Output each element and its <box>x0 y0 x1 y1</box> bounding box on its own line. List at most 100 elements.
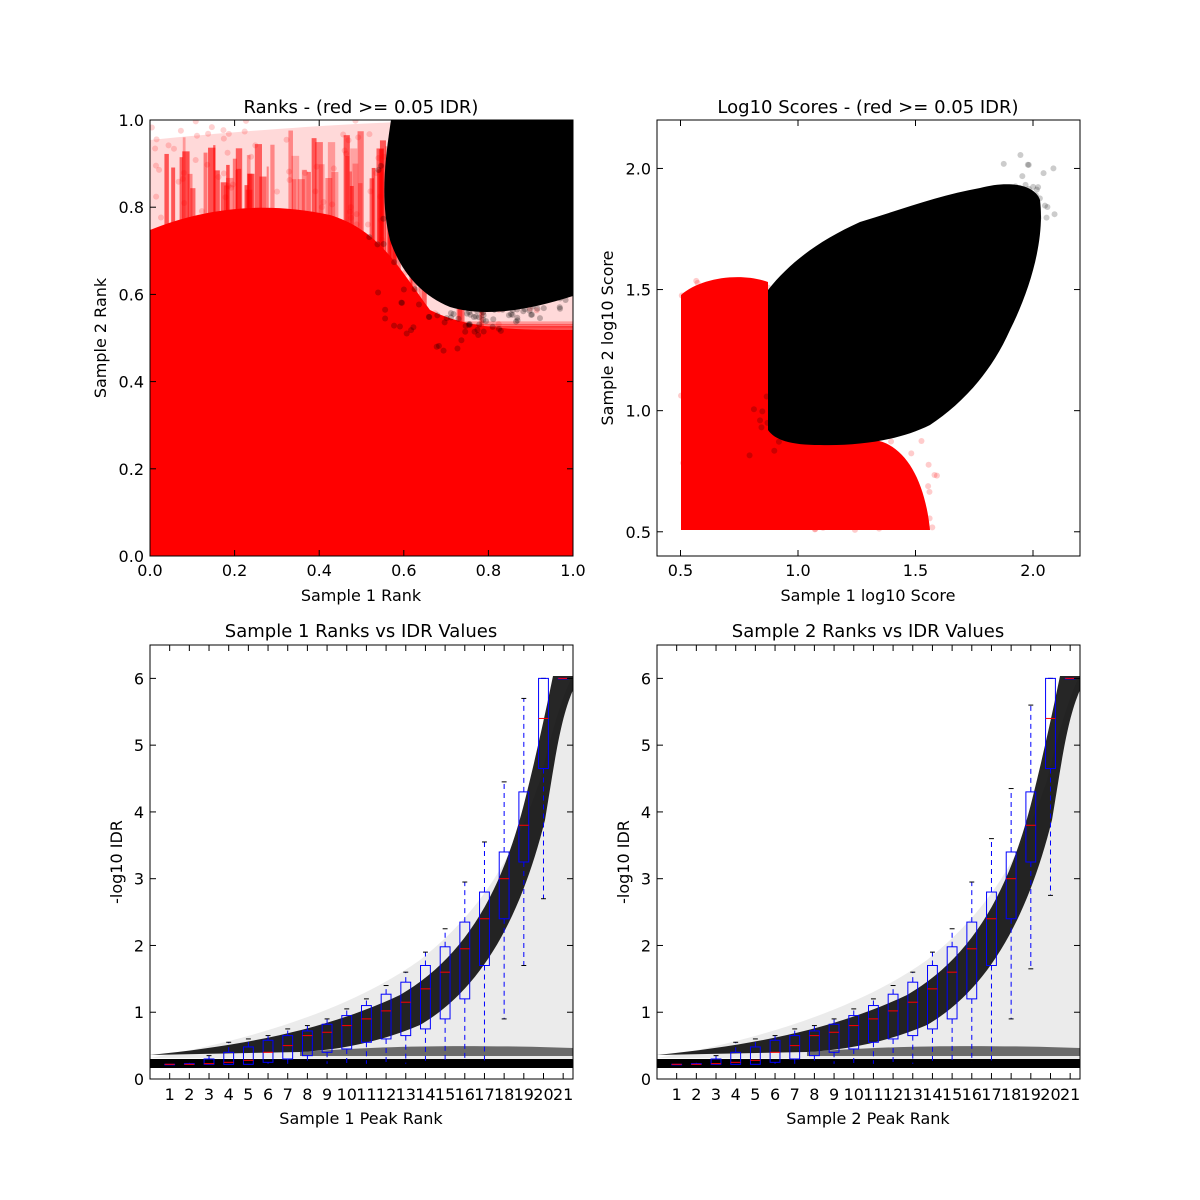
red-point <box>874 504 881 511</box>
red-point <box>332 296 339 303</box>
red-point <box>719 475 726 482</box>
black-point <box>471 328 478 335</box>
ranks-scatter-panel: 0.0 0.2 0.4 0.6 0.8 1.0 0.0 0.2 0.4 0.6 0.8 1.0 Ra… <box>91 97 586 605</box>
black-point <box>888 321 895 328</box>
red-point <box>397 467 404 474</box>
box-iqr <box>262 1039 274 1063</box>
red-point <box>344 326 351 333</box>
box-iqr <box>498 851 510 920</box>
red-point <box>713 304 720 311</box>
x-tick-label: 6 <box>770 1085 780 1104</box>
black-point <box>848 307 855 314</box>
red-point <box>233 277 240 284</box>
black-point <box>569 284 573 291</box>
black-point <box>563 271 570 278</box>
red-point <box>207 365 214 372</box>
black-point <box>534 288 541 295</box>
x-tick-label: 20 <box>1040 1085 1060 1104</box>
black-point <box>409 210 416 217</box>
red-point <box>485 418 492 425</box>
red-point <box>691 403 698 410</box>
black-point <box>1015 232 1022 239</box>
box-iqr <box>848 1015 860 1050</box>
red-point <box>461 502 468 509</box>
red-point <box>729 490 736 497</box>
point-cloud-lower-band <box>300 1046 573 1056</box>
red-point <box>269 518 276 525</box>
black-point <box>530 297 537 304</box>
red-rank-stripe <box>254 144 262 345</box>
x-tick-label: 4 <box>224 1085 234 1104</box>
black-point <box>962 227 969 234</box>
red-rank-stripe <box>430 473 573 477</box>
box-3 <box>203 1055 215 1065</box>
red-rank-stripe <box>430 323 573 328</box>
black-point <box>956 236 963 243</box>
black-point <box>1024 161 1031 168</box>
y-axis-label: Sample 2 Rank <box>91 277 110 398</box>
red-rank-stripe <box>315 142 323 343</box>
black-point <box>878 311 885 318</box>
red-rank-stripe <box>424 395 573 401</box>
red-point <box>161 520 168 527</box>
black-point <box>942 263 949 270</box>
red-rank-stripe <box>350 148 358 349</box>
red-point <box>453 405 460 412</box>
y-tick-label: 4 <box>134 803 144 822</box>
box-6 <box>769 1035 781 1065</box>
black-point <box>905 327 912 334</box>
box-16 <box>966 881 978 1063</box>
black-point <box>940 273 947 280</box>
red-point <box>248 153 255 160</box>
black-point <box>476 321 483 328</box>
red-point <box>220 127 227 134</box>
red-point <box>159 345 166 352</box>
red-point <box>810 521 817 528</box>
red-rank-stripe <box>388 179 392 380</box>
red-point <box>358 320 365 327</box>
red-point <box>256 215 263 222</box>
black-point <box>775 438 782 445</box>
red-point <box>193 277 200 284</box>
red-point <box>204 161 211 168</box>
red-rank-stripe <box>421 450 573 455</box>
red-point <box>321 308 328 315</box>
black-point <box>410 324 417 331</box>
red-point <box>704 431 711 438</box>
red-point <box>332 430 339 437</box>
black-point <box>971 230 978 237</box>
red-point <box>762 354 769 361</box>
box-iqr <box>1025 791 1037 863</box>
red-rank-stripe <box>425 336 573 341</box>
y-tick-label: 0.6 <box>119 285 144 304</box>
red-point <box>175 178 182 185</box>
black-point <box>513 318 520 325</box>
red-point <box>267 460 274 467</box>
red-rank-stripe <box>288 130 293 331</box>
black-point <box>807 419 814 426</box>
black-point <box>823 380 830 387</box>
black-point <box>931 300 938 307</box>
black-point <box>541 278 548 285</box>
red-point <box>332 275 339 282</box>
black-point <box>955 209 962 216</box>
black-point <box>816 328 823 335</box>
black-point <box>531 293 538 300</box>
black-point <box>400 200 407 207</box>
box-iqr <box>927 964 938 1030</box>
red-point <box>165 443 172 450</box>
x-tick-label: 18 <box>494 1085 514 1104</box>
red-point <box>780 473 787 480</box>
red-point <box>269 493 276 500</box>
red-point <box>910 502 917 509</box>
red-rank-stripe <box>428 531 573 539</box>
box-15 <box>439 928 451 1063</box>
black-point <box>790 383 797 390</box>
y-tick-label: 2 <box>641 936 651 955</box>
red-point <box>324 226 331 233</box>
black-point <box>874 326 881 333</box>
x-tick-label: 1.0 <box>560 561 585 580</box>
red-point <box>155 384 162 391</box>
black-point <box>556 304 563 311</box>
red-point <box>420 474 427 481</box>
